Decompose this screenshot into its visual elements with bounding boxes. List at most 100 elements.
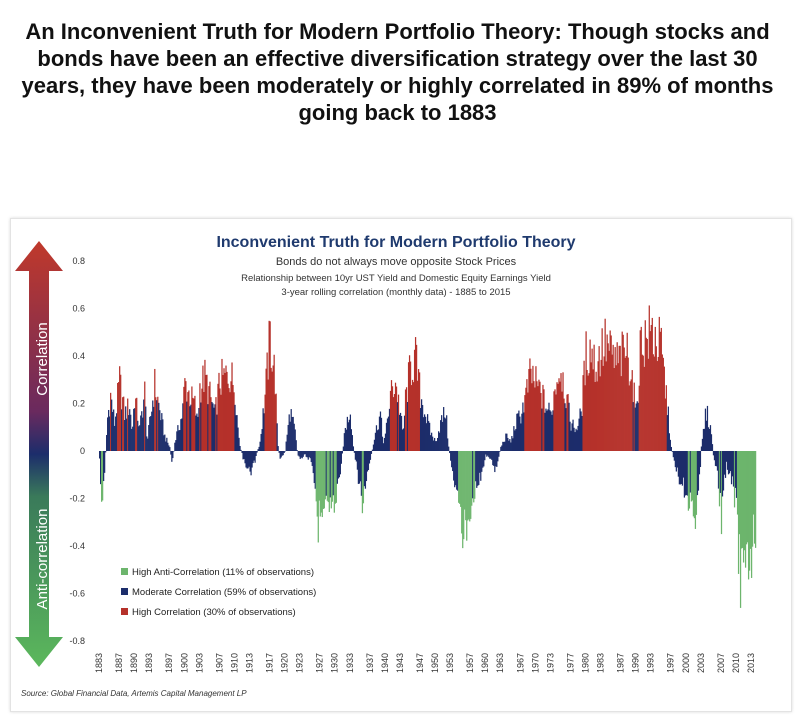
correlation-bar [453,451,455,481]
correlation-bar [596,381,598,451]
correlation-bar [364,451,367,489]
correlation-bar [374,432,377,451]
correlation-bar [497,451,499,462]
correlation-bar [410,385,413,451]
correlation-bar [300,451,302,458]
correlation-bar [244,451,246,464]
correlation-bar [99,451,101,459]
correlation-bar [648,305,650,451]
correlation-bar [588,373,590,451]
correlation-bar [525,387,527,451]
correlation-bar [485,451,487,455]
bars [99,305,757,608]
correlation-bar [189,406,191,451]
chart-description-2: 3-year rolling correlation (monthly data… [281,287,510,298]
correlation-bar [153,406,155,451]
correlation-bar [226,371,228,451]
correlation-bar [173,451,175,452]
correlation-bar [295,440,297,451]
correlation-bar [732,451,735,487]
correlation-bar [219,388,221,451]
correlation-bar [531,383,533,451]
correlation-bar [729,451,732,472]
correlation-bar [560,373,562,451]
x-tick-label: 1930 [330,653,340,673]
correlation-bar [357,451,360,484]
correlation-bar [349,414,352,451]
correlation-bar [587,375,589,451]
correlation-bar [381,436,384,451]
correlation-bar [199,383,201,451]
correlation-bar [361,451,364,514]
correlation-bar [314,451,316,489]
correlation-bar [200,402,202,451]
correlation-bar [142,417,144,451]
correlation-bar [363,451,366,487]
correlation-bar [657,356,659,451]
correlation-bar [293,423,295,451]
correlation-bar [222,374,224,451]
x-tick-label: 1953 [445,653,455,673]
correlation-bar [370,451,373,454]
x-tick-label: 2010 [731,653,741,673]
correlation-bar [689,451,692,493]
correlation-bar [351,435,354,451]
correlation-bar [305,451,307,457]
legend-swatch [121,608,128,615]
correlation-bar [530,368,532,451]
correlation-bar [454,451,456,488]
correlation-bar [673,451,675,461]
correlation-bar [164,434,166,451]
x-tick-label: 1973 [545,653,555,673]
correlation-chart: Correlation Anti-correlation Inconvenien… [15,234,757,673]
correlation-bar [709,425,712,451]
correlation-bar [514,430,516,451]
correlation-bar [143,399,145,451]
correlation-bar [630,379,632,451]
correlation-bar [166,437,168,451]
correlation-bar [303,451,305,455]
correlation-bar [714,451,717,466]
correlation-bar [542,384,544,451]
correlation-bar [544,412,546,451]
correlation-bar [306,451,308,458]
correlation-bar [192,397,194,451]
y-tick-label: -0.2 [69,494,85,504]
correlation-bar [213,407,215,451]
correlation-bar [393,394,396,451]
correlation-bar [644,320,646,451]
correlation-bar [704,408,707,451]
correlation-bar [599,376,601,451]
correlation-bar [676,451,678,468]
correlation-bar [278,451,280,453]
correlation-bar [614,347,616,451]
correlation-bar [582,375,584,451]
correlation-bar [139,425,141,451]
correlation-bar [161,413,163,451]
correlation-bar [461,451,463,534]
correlation-bar [510,442,512,451]
correlation-bar [127,398,129,451]
correlation-bar [625,355,627,451]
correlation-bar [404,389,407,451]
correlation-bar [684,451,687,496]
correlation-bar [234,404,236,451]
correlation-bar [628,385,630,451]
correlation-bar [691,451,694,501]
x-tick-label: 1993 [646,653,656,673]
correlation-bar [538,379,540,451]
correlation-bar [294,429,296,451]
correlation-bar [243,451,245,459]
x-tick-label: 1960 [480,653,490,673]
correlation-bar [176,431,178,451]
correlation-bar [558,378,560,451]
correlation-bar [250,451,252,476]
correlation-bar [375,425,378,451]
correlation-bar [220,394,222,451]
correlation-bar [297,451,299,456]
correlation-bar [685,451,688,496]
correlation-bar [280,451,282,458]
correlation-bar [423,414,426,451]
correlation-bar [401,429,404,451]
correlation-bar [476,451,478,488]
